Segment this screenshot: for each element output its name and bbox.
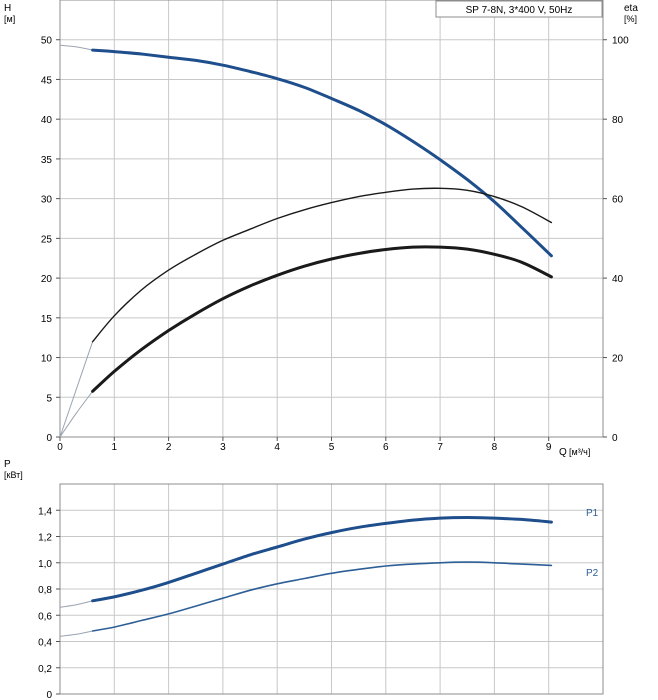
- y-tick-label: 35: [41, 155, 53, 166]
- y2-axis-unit: [%]: [624, 14, 637, 24]
- lower-chart-ticks: 0 0,2 0,4 0,6 0,8 1,0 1,2 1,4: [38, 506, 60, 700]
- y-tick-label: 30: [41, 195, 53, 206]
- lower-chart-curves: [59, 515, 553, 637]
- y-tick-label: 10: [41, 354, 53, 365]
- power-tick-label: 0,6: [38, 611, 52, 622]
- x-tick-label: 8: [492, 442, 498, 453]
- x-tick-label: 3: [220, 442, 226, 453]
- y-tick-label: 40: [41, 115, 53, 126]
- p1-curve: [91, 515, 553, 603]
- eta-thick-extension-line: [59, 391, 94, 438]
- x-axis-label: Q: [559, 447, 567, 458]
- y2-tick-label: 100: [612, 36, 629, 47]
- x-tick-label: 7: [437, 442, 443, 453]
- power-axis-unit: [кВт]: [4, 470, 23, 480]
- x-tick-label: 5: [329, 442, 335, 453]
- p2-series-label: P2: [586, 568, 599, 579]
- y-tick-label: 20: [41, 274, 53, 285]
- power-tick-label: 0,8: [38, 585, 52, 596]
- power-tick-label: 1,0: [38, 559, 52, 570]
- power-tick-label: 1,4: [38, 506, 52, 517]
- chart-title: SP 7-8N, 3*400 V, 50Hz: [466, 5, 573, 16]
- x-tick-label: 4: [274, 442, 280, 453]
- upper-chart-curves: [59, 44, 553, 438]
- upper-chart-ticks: 0 1 2 3 4 5 6 7 8 9051015202530354045500204060801…: [41, 36, 629, 453]
- y2-tick-label: 80: [612, 115, 624, 126]
- p1-series-label: P1: [586, 508, 599, 519]
- eta-thick-curve: [91, 245, 553, 393]
- x-tick-label: 2: [166, 442, 172, 453]
- upper-chart-grid: [59, 0, 603, 438]
- eta-thin-curve: [91, 187, 553, 343]
- x-tick-label: 6: [383, 442, 389, 453]
- y2-tick-label: 40: [612, 274, 624, 285]
- y-tick-label: 5: [46, 393, 52, 404]
- y-axis-label: H: [4, 3, 11, 14]
- y2-axis-label: eta: [624, 3, 638, 14]
- y-tick-label: 0: [46, 433, 52, 444]
- head-extension-line: [59, 44, 93, 51]
- p1-extension-line: [59, 600, 93, 608]
- p2-extension-line: [59, 630, 93, 637]
- y-axis-unit: [м]: [4, 14, 15, 24]
- power-tick-label: 0,2: [38, 664, 52, 675]
- x-tick-label: 1: [112, 442, 118, 453]
- power-tick-label: 1,2: [38, 533, 52, 544]
- power-tick-label: 0,4: [38, 638, 52, 649]
- power-axis-label: P: [4, 459, 11, 470]
- y-tick-label: 15: [41, 314, 53, 325]
- chart-title-box: [435, 0, 603, 18]
- p2-curve: [91, 561, 553, 632]
- eta-thin-extension-line: [59, 341, 94, 438]
- y-tick-label: 25: [41, 234, 53, 245]
- y-tick-label: 45: [41, 75, 53, 86]
- power-tick-label: 0: [46, 690, 52, 700]
- head-curve: [91, 48, 553, 258]
- y-tick-label: 50: [41, 36, 53, 47]
- y2-tick-label: 60: [612, 195, 624, 206]
- x-tick-label: 0: [57, 442, 63, 453]
- x-axis-unit: [м³/ч]: [569, 447, 590, 457]
- x-tick-label: 9: [546, 442, 552, 453]
- y2-tick-label: 20: [612, 354, 624, 365]
- y2-tick-label: 0: [612, 433, 618, 444]
